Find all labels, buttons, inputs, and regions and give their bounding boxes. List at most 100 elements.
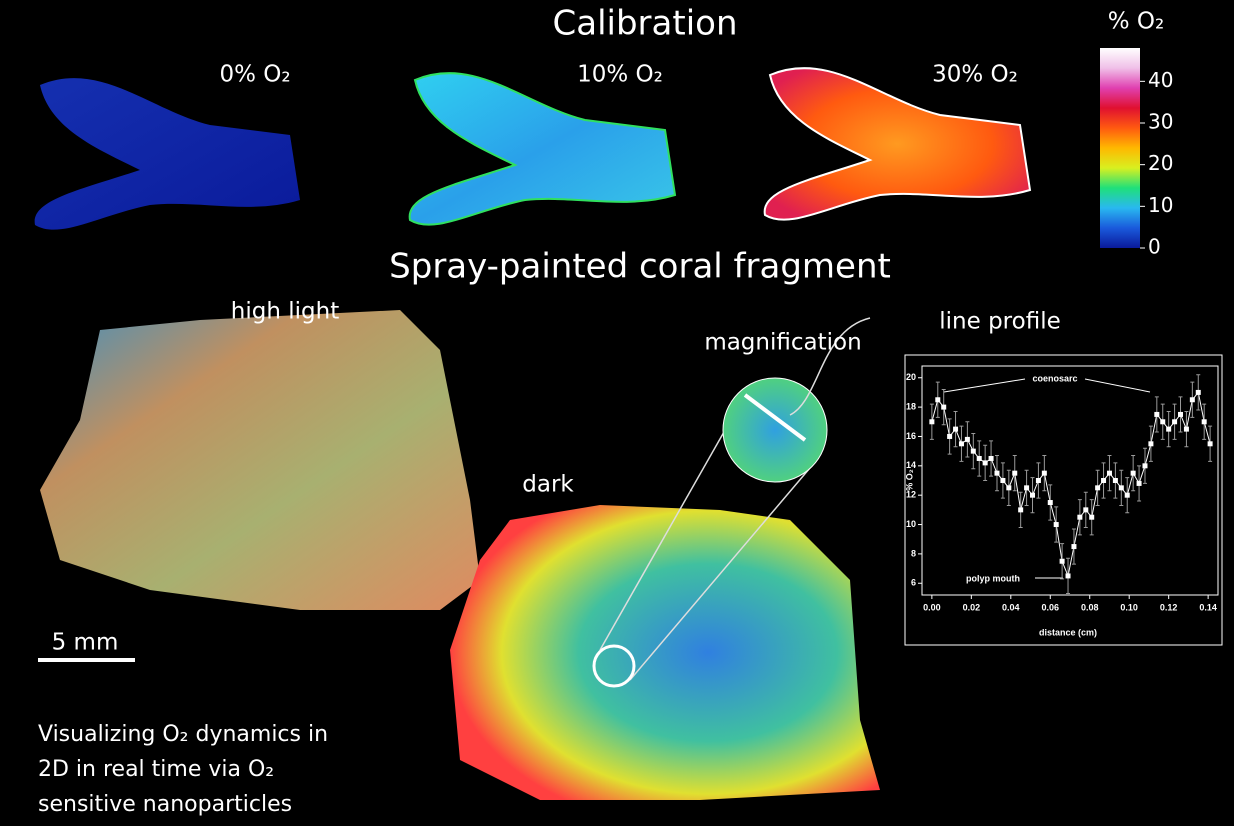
y-tick-label: 16 xyxy=(906,431,916,441)
data-point xyxy=(941,404,947,410)
data-point xyxy=(1024,485,1030,491)
caption: sensitive nanoparticles xyxy=(38,792,292,817)
data-point xyxy=(1030,492,1036,498)
data-point xyxy=(1112,478,1118,483)
x-tick-label: 0.00 xyxy=(923,602,941,612)
data-point xyxy=(964,436,970,442)
zoom-region xyxy=(592,644,636,688)
data-point xyxy=(1059,558,1065,564)
data-point xyxy=(947,433,953,439)
data-point xyxy=(1041,470,1047,476)
data-point xyxy=(1118,485,1124,491)
label: high light xyxy=(231,299,339,325)
plot-area xyxy=(921,365,1219,596)
data-point xyxy=(1142,463,1148,469)
y-tick-label: 20 xyxy=(906,372,916,382)
data-point xyxy=(982,460,988,466)
calibration-title: Calibration xyxy=(553,4,738,44)
data-point xyxy=(1012,470,1018,476)
annotation-leader xyxy=(943,378,1026,393)
data-point xyxy=(1178,411,1184,417)
label: line profile xyxy=(939,309,1060,335)
data-point xyxy=(1201,419,1207,425)
data-point xyxy=(958,441,964,447)
calibration-label: 10% O₂ xyxy=(577,62,663,88)
data-point xyxy=(970,448,976,454)
data-point xyxy=(1095,485,1101,491)
data-point xyxy=(1000,478,1006,483)
data-point xyxy=(953,426,959,432)
x-tick-label: 0.10 xyxy=(1120,602,1138,612)
data-point xyxy=(1124,492,1130,498)
fragment-title: Spray-painted coral fragment xyxy=(389,247,891,287)
data-point xyxy=(1035,478,1041,483)
coral-high-light xyxy=(40,310,480,610)
annotation: coenosarc xyxy=(1032,373,1077,383)
colorbar-title: % O₂ xyxy=(1108,9,1165,35)
data-point xyxy=(1136,480,1142,486)
calibration-label: 30% O₂ xyxy=(932,62,1018,88)
data-point xyxy=(1172,419,1178,425)
colorbar-tick-label: 20 xyxy=(1148,151,1173,175)
x-tick-label: 0.12 xyxy=(1160,602,1178,612)
colorbar-tick-label: 40 xyxy=(1148,68,1173,92)
label: magnification xyxy=(704,330,861,356)
profile-leader xyxy=(789,317,871,416)
data-point xyxy=(1101,478,1107,483)
data-point xyxy=(1071,544,1077,550)
data-point xyxy=(1166,426,1172,432)
data-point xyxy=(929,419,935,425)
caption: 2D in real time via O₂ xyxy=(38,757,274,782)
calibration-label: 0% O₂ xyxy=(219,62,290,88)
magnified-view xyxy=(722,377,828,483)
data-point xyxy=(988,455,994,461)
x-tick-label: 0.04 xyxy=(1002,602,1020,612)
annotation: polyp mouth xyxy=(966,573,1020,583)
annotation-leader xyxy=(1084,378,1151,393)
x-tick-label: 0.02 xyxy=(963,602,981,612)
colorbar-tick-label: 30 xyxy=(1148,110,1173,134)
data-point xyxy=(1148,441,1154,447)
data-point xyxy=(1160,419,1166,425)
x-tick-label: 0.08 xyxy=(1081,602,1099,612)
label: dark xyxy=(522,472,574,498)
x-axis-label: distance (cm) xyxy=(1039,627,1097,637)
data-point xyxy=(935,397,941,403)
data-point xyxy=(1047,500,1053,506)
data-point xyxy=(1130,470,1136,476)
data-point xyxy=(1083,507,1089,513)
zoom-line xyxy=(599,394,746,651)
colorbar-tick-label: 10 xyxy=(1148,193,1173,217)
colorbar xyxy=(1100,48,1140,248)
data-point xyxy=(1195,389,1201,395)
caption: Visualizing O₂ dynamics in xyxy=(38,722,328,747)
data-point xyxy=(1006,485,1012,491)
data-point xyxy=(1106,470,1112,476)
colorbar-tick-label: 0 xyxy=(1148,235,1161,259)
zoom-line xyxy=(629,461,816,681)
data-point xyxy=(1207,441,1213,447)
data-point xyxy=(976,455,982,461)
coral-30 xyxy=(763,67,1031,221)
coral-0 xyxy=(34,78,300,230)
data-point xyxy=(1154,411,1160,417)
y-axis-label: % O₂ xyxy=(904,469,914,491)
data-point xyxy=(1189,397,1195,403)
scale-label: 5 mm xyxy=(52,630,119,656)
profile-line xyxy=(743,393,807,442)
y-tick-label: 14 xyxy=(906,460,916,470)
y-tick-label: 6 xyxy=(911,578,916,588)
y-tick-label: 12 xyxy=(906,490,916,500)
x-tick-label: 0.14 xyxy=(1199,602,1217,612)
data-point xyxy=(1065,573,1071,579)
y-tick-label: 8 xyxy=(911,548,916,558)
data-point xyxy=(1053,522,1059,528)
coral-dark xyxy=(450,505,880,800)
data-point xyxy=(1018,507,1024,513)
y-tick-label: 18 xyxy=(906,401,916,411)
coral-10 xyxy=(408,72,676,226)
data-point xyxy=(1089,514,1095,520)
data-point xyxy=(1183,426,1189,432)
data-point xyxy=(1077,514,1083,520)
